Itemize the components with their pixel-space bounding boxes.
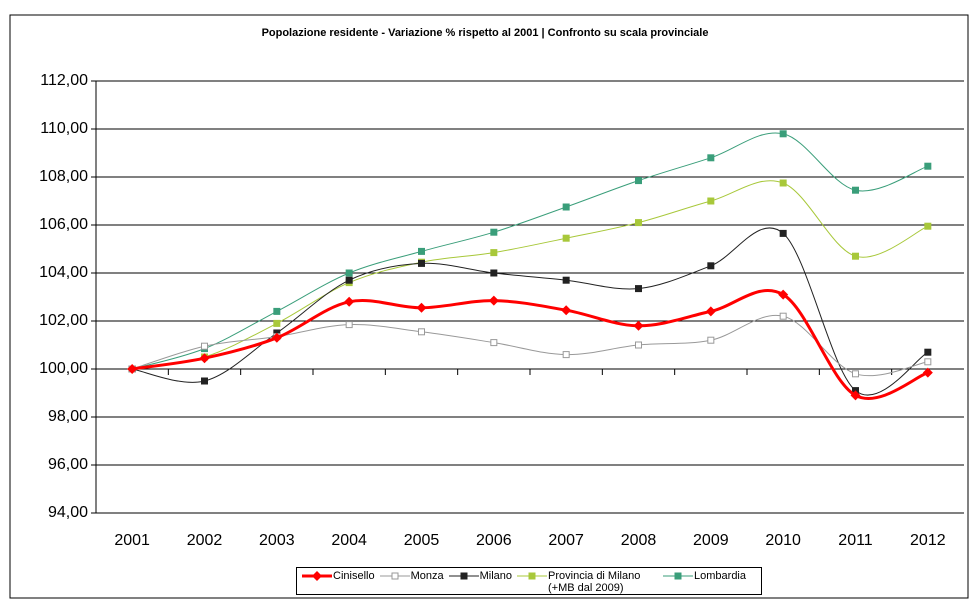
- legend-swatch: [379, 572, 410, 580]
- marker: [852, 186, 859, 194]
- marker: [345, 321, 353, 329]
- marker: [562, 203, 570, 211]
- marker: [674, 572, 682, 580]
- legend-item: Monza: [379, 570, 444, 582]
- marker: [707, 197, 715, 205]
- legend-label: Provincia di Milano (+MB dal 2009): [548, 570, 641, 594]
- legend-label: Cinisello: [333, 570, 375, 582]
- legend-item: Cinisello: [301, 570, 375, 582]
- marker: [635, 177, 642, 185]
- marker: [273, 307, 281, 315]
- legend-label: Monza: [410, 570, 444, 582]
- x-tick-label: 2007: [548, 532, 584, 549]
- marker: [852, 252, 859, 260]
- marker: [345, 276, 353, 284]
- legend-label: Milano: [479, 570, 513, 582]
- x-tick-label: 2003: [259, 532, 295, 549]
- marker: [707, 336, 715, 344]
- marker: [418, 328, 425, 336]
- marker: [633, 320, 644, 331]
- marker: [924, 162, 932, 170]
- legend-item: Milano: [448, 570, 512, 582]
- series-line: [132, 132, 928, 370]
- marker: [779, 130, 787, 138]
- marker: [271, 332, 282, 343]
- x-tick-label: 2008: [621, 532, 657, 549]
- marker: [312, 571, 322, 581]
- y-tick-label: 100,00: [39, 360, 88, 377]
- marker: [418, 247, 425, 255]
- legend-item: Provincia di Milano (+MB dal 2009): [516, 570, 658, 594]
- marker: [201, 377, 208, 385]
- chart-title: Popolazione residente - Variazione % ris…: [262, 27, 709, 39]
- x-tick-label: 2005: [404, 532, 440, 549]
- y-tick-label: 98,00: [48, 408, 88, 425]
- marker: [635, 219, 642, 227]
- marker: [924, 348, 932, 356]
- marker: [852, 370, 859, 378]
- x-tick-label: 2006: [476, 532, 512, 549]
- legend-swatch: [448, 572, 479, 580]
- marker: [127, 364, 138, 374]
- marker: [850, 390, 861, 401]
- y-tick-label: 106,00: [39, 216, 88, 233]
- marker: [490, 249, 498, 257]
- legend-swatch: [517, 572, 548, 580]
- marker: [416, 302, 427, 313]
- legend: Cinisello Monza Milano Provincia di Milano …: [296, 567, 762, 595]
- marker: [528, 572, 536, 580]
- y-tick-label: 108,00: [39, 168, 88, 185]
- legend-label: Lombardia: [694, 570, 746, 582]
- marker: [562, 234, 570, 242]
- marker: [779, 312, 787, 320]
- legend-swatch: [302, 571, 332, 581]
- x-tick-label: 2011: [838, 532, 873, 549]
- marker: [707, 262, 715, 270]
- marker: [418, 259, 425, 267]
- y-tick-label: 94,00: [48, 504, 88, 521]
- marker: [561, 305, 572, 316]
- marker: [635, 341, 642, 349]
- chart-border: [9, 14, 969, 599]
- marker: [922, 367, 933, 378]
- legend-swatch: [663, 572, 694, 580]
- marker: [490, 269, 498, 277]
- marker: [924, 222, 932, 230]
- x-tick-label: 2010: [765, 532, 801, 549]
- marker: [924, 358, 932, 366]
- x-tick-label: 2002: [187, 532, 223, 549]
- x-tick-label: 2009: [693, 532, 729, 549]
- marker: [707, 154, 715, 162]
- marker: [562, 351, 570, 359]
- y-tick-label: 102,00: [39, 312, 88, 329]
- marker: [345, 269, 353, 277]
- marker: [201, 342, 208, 350]
- marker: [779, 179, 787, 187]
- marker: [635, 285, 642, 293]
- legend-item: Lombardia: [662, 570, 746, 582]
- marker: [488, 295, 499, 306]
- marker: [273, 319, 281, 327]
- marker: [705, 306, 716, 317]
- x-tick-label: 2012: [910, 532, 946, 549]
- marker: [391, 572, 399, 580]
- y-tick-label: 112,00: [40, 72, 88, 89]
- marker: [779, 229, 787, 237]
- y-tick-label: 96,00: [48, 456, 88, 473]
- marker: [344, 296, 355, 307]
- y-tick-label: 110,00: [40, 120, 88, 137]
- x-tick-label: 2001: [114, 532, 150, 549]
- marker: [490, 339, 498, 347]
- marker: [490, 228, 498, 236]
- marker: [562, 276, 570, 284]
- marker: [778, 289, 789, 300]
- y-tick-label: 104,00: [39, 264, 88, 281]
- marker: [460, 572, 468, 580]
- x-tick-label: 2004: [331, 532, 367, 549]
- marker: [199, 353, 210, 364]
